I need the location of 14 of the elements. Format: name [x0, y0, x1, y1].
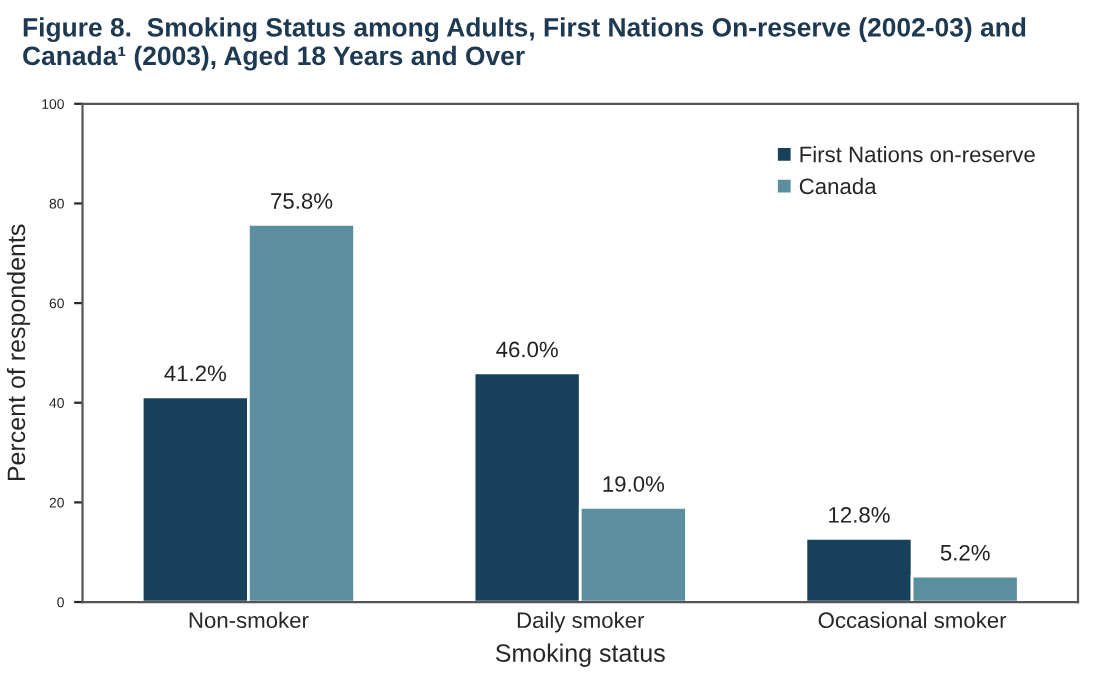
x-tick-label: Occasional smoker [818, 611, 1007, 629]
legend-label: First Nations on-reserve [800, 146, 1035, 163]
x-tick-label: Daily smoker [517, 611, 645, 633]
data-label: 12.8% [829, 507, 890, 523]
data-label: 5.2% [940, 544, 990, 561]
legend-label: Canada [799, 177, 877, 195]
data-label: 46.0% [496, 341, 558, 358]
chart-title: Figure 8. Smoking Status among Adults, First Nations On-reserve (2002-03) and Canada¹ (2003), Aged 18 Years and Over [23, 17, 1026, 71]
y-axis-title: Percent of respondents [6, 224, 31, 481]
data-label: 41.2% [164, 365, 227, 382]
x-axis-title: Smoking status [495, 643, 665, 667]
data-label: 75.8% [271, 193, 333, 209]
data-label: 19.0% [603, 476, 665, 492]
x-tick-label: Non-smoker [189, 611, 309, 629]
